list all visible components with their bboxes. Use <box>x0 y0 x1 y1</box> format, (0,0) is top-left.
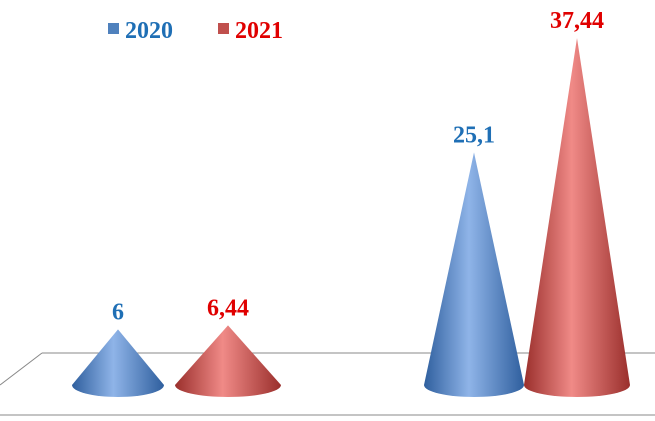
legend-label: 2020 <box>125 18 173 44</box>
legend-swatch <box>218 23 229 34</box>
value-label: 37,44 <box>550 8 604 34</box>
value-label: 25,1 <box>453 122 495 148</box>
value-label: 6,44 <box>207 295 249 321</box>
cone <box>175 325 281 397</box>
legend-swatch <box>108 23 119 34</box>
cone <box>524 38 630 397</box>
cone <box>72 329 164 397</box>
cone <box>424 152 524 397</box>
value-label: 6 <box>112 299 124 325</box>
legend-label: 2021 <box>235 18 283 44</box>
